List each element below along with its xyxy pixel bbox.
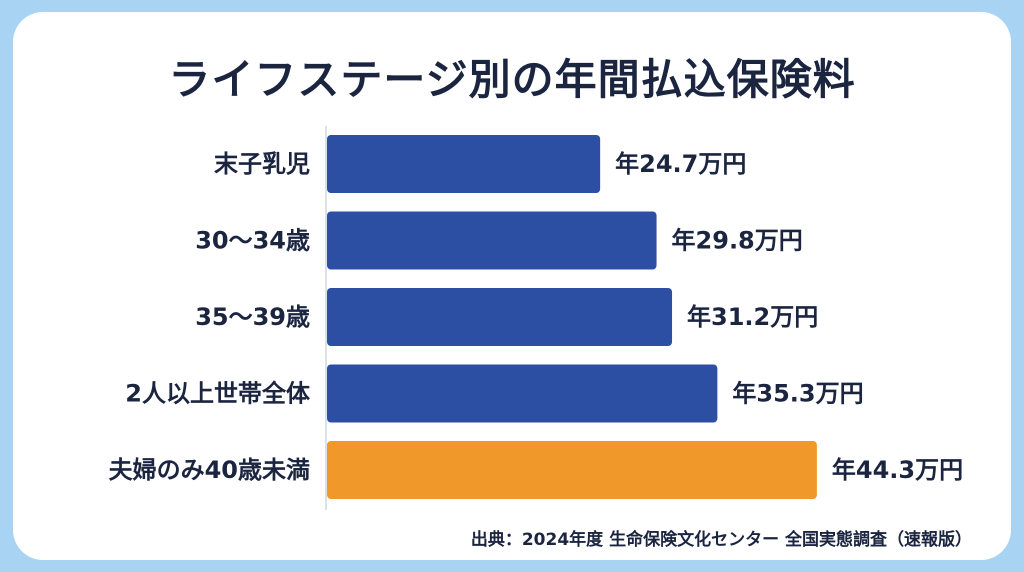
- bar-3: [327, 288, 673, 346]
- category-label-4: 2人以上世帯全体: [125, 380, 311, 408]
- category-label-1: 末子乳児: [214, 150, 310, 178]
- bar-1: [327, 135, 601, 193]
- bar-4: [327, 364, 718, 423]
- category-label-2: 30〜34歳: [195, 227, 310, 255]
- value-label-4: 年35.3万円: [732, 380, 863, 408]
- value-label-3: 年31.2万円: [687, 303, 818, 331]
- value-label-2: 年29.8万円: [672, 227, 803, 255]
- bar-5: [327, 441, 817, 499]
- category-label-3: 35〜39歳: [195, 303, 310, 331]
- value-label-5: 年44.3万円: [832, 456, 963, 484]
- bar-2: [327, 211, 657, 270]
- category-label-5: 夫婦のみ40歳未満: [109, 456, 310, 484]
- source-note: 出典：2024年度 生命保険文化センター 全国実態調査（速報版）: [470, 530, 972, 550]
- chart-title: ライフステージ別の年間払込保険料: [168, 55, 856, 104]
- value-label-1: 年24.7万円: [615, 150, 746, 178]
